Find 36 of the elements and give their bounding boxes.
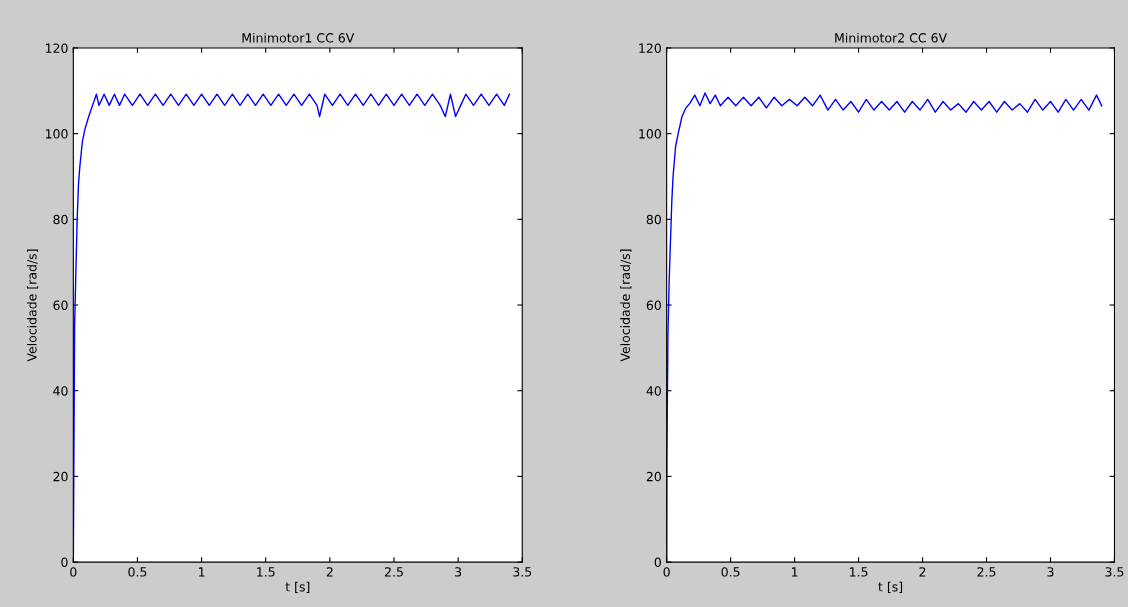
x-tick-label: 0.5 [128, 567, 147, 577]
x-tick-label: 0.5 [721, 567, 740, 577]
x-tick-label: 1 [791, 567, 798, 577]
y-tick-label: 60 [646, 300, 661, 310]
x-axis-title: t [s] [878, 581, 903, 593]
y-axis-title: Velocidade [rad/s] [620, 249, 632, 362]
y-tick-label: 40 [646, 386, 661, 396]
y-tick-label: 120 [639, 43, 661, 53]
x-axis-title: t [s] [285, 581, 310, 593]
x-tick-label: 3 [455, 567, 462, 577]
x-tick-label: 1 [198, 567, 205, 577]
x-tick-label: 2 [326, 567, 333, 577]
x-tick-label: 2.5 [384, 567, 403, 577]
y-tick-label: 20 [646, 471, 661, 482]
y-tick-label: 80 [53, 214, 68, 225]
y-tick-label: 0 [61, 557, 68, 568]
chart-title: Minimotor2 CC 6V [835, 32, 947, 43]
x-tick-label: 0 [663, 567, 670, 577]
x-tick-label: 3.5 [1105, 567, 1124, 577]
y-tick-label: 0 [654, 557, 661, 568]
x-tick-label: 1.5 [850, 567, 868, 577]
chart-title: Minimotor1 CC 6V [242, 32, 355, 43]
y-tick-label: 80 [646, 214, 661, 225]
x-tick-label: 2 [919, 567, 926, 577]
y-axis-title: Velocidade [rad/s] [26, 249, 39, 362]
x-tick-label: 3.5 [513, 567, 532, 577]
y-tick-label: 100 [45, 129, 68, 139]
y-tick-label: 20 [53, 471, 68, 482]
x-tick-label: 1.5 [257, 567, 275, 577]
x-tick-label: 0 [70, 567, 77, 577]
x-tick-label: 3 [1047, 567, 1054, 577]
y-tick-label: 40 [53, 386, 68, 396]
y-tick-label: 100 [639, 129, 661, 139]
x-tick-label: 2.5 [977, 567, 996, 577]
y-tick-label: 60 [53, 300, 68, 310]
y-tick-label: 120 [45, 43, 68, 53]
